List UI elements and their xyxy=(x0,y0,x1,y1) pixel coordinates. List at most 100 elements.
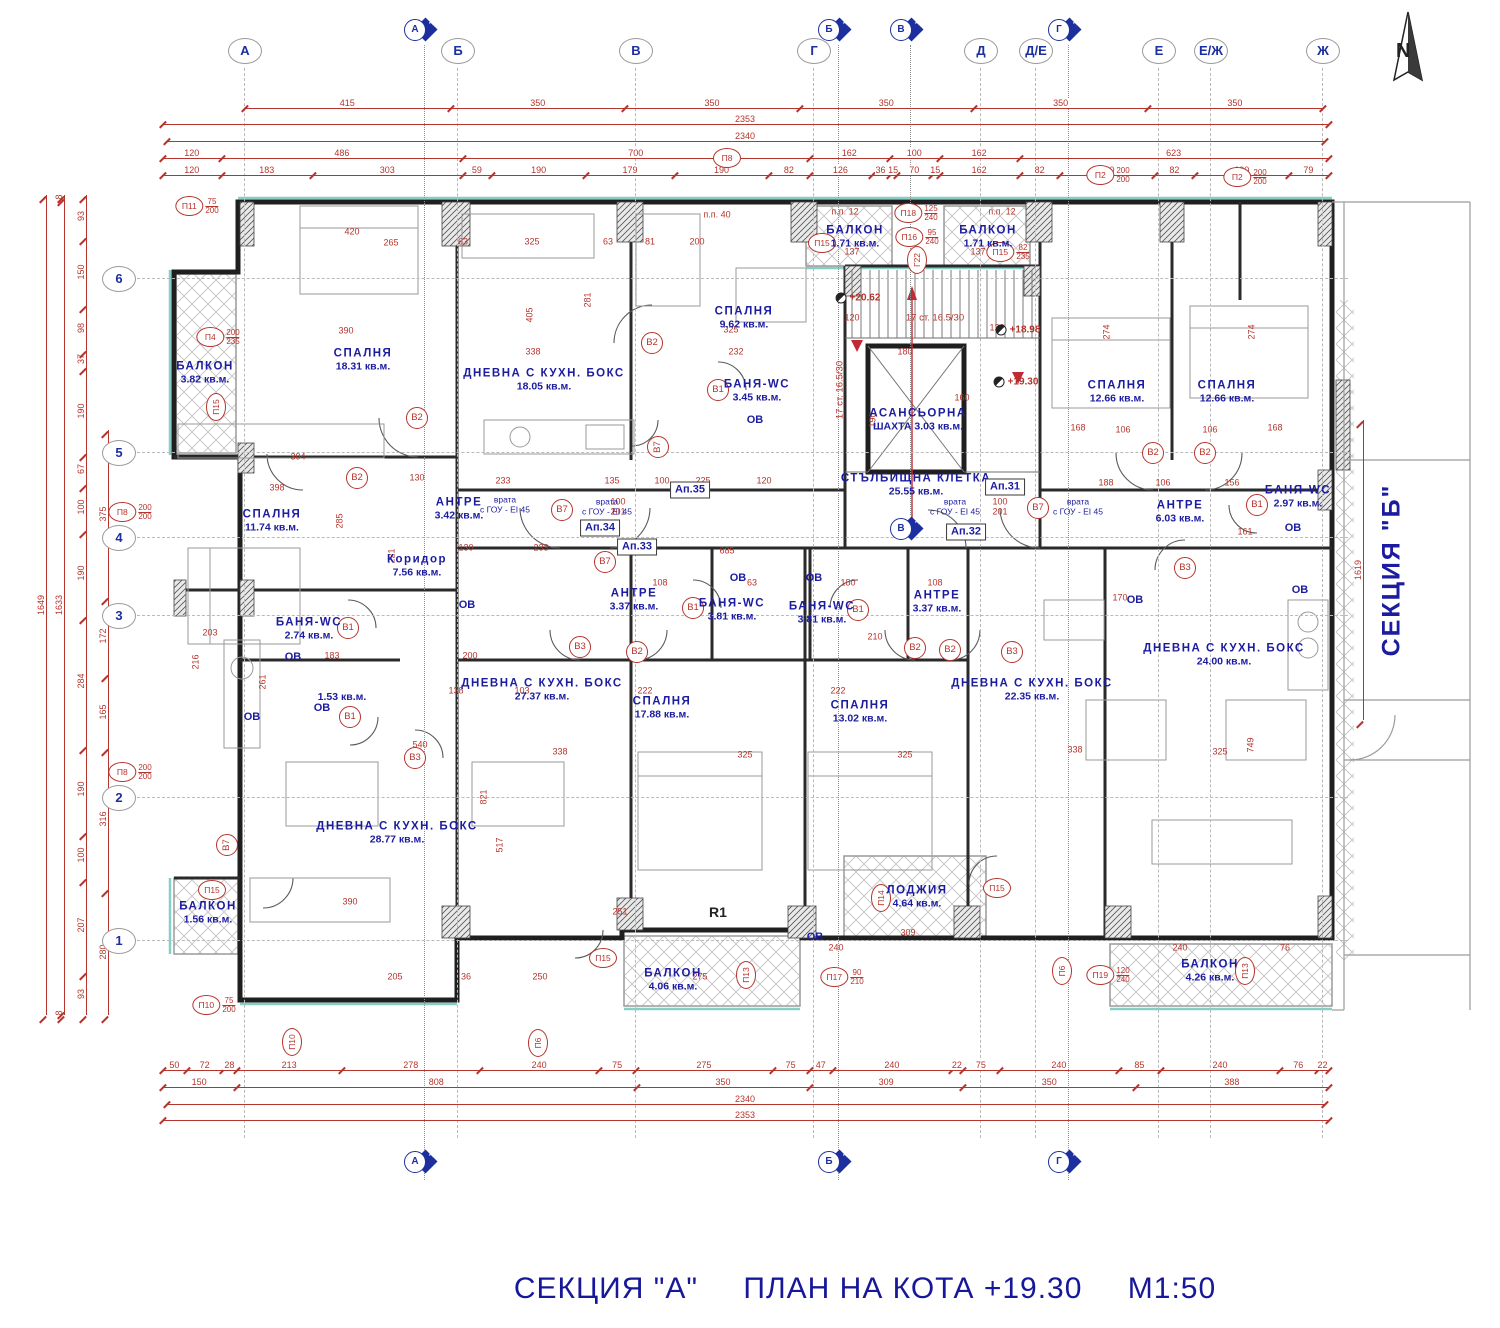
section-marker: Г 16/21 xyxy=(1048,9,1088,44)
dimension-value: 190 xyxy=(76,781,86,797)
window-tag-id: П17 xyxy=(820,967,849,987)
dim-annotation: 222 xyxy=(830,685,846,696)
room-name: АНТРЕ xyxy=(435,496,483,509)
dim-annotation: 325 xyxy=(1212,746,1228,757)
dim-annotation: 108 xyxy=(652,577,668,588)
window-size-value: 200 xyxy=(205,205,219,215)
window-tag-id: П6 xyxy=(528,1029,548,1057)
room-area: 3.42 кв.м. xyxy=(434,509,484,522)
room-area: 4.64 кв.м. xyxy=(892,897,942,910)
elevation-symbol xyxy=(835,292,847,304)
dimension-value: 126 xyxy=(831,165,849,175)
window-tag: П16 95 240 xyxy=(895,227,939,247)
dimension-line xyxy=(46,195,47,1015)
dimension-value: 350 xyxy=(1226,98,1244,108)
window-tag-id: П2 xyxy=(1223,167,1252,187)
grid-line-horizontal xyxy=(132,278,1348,279)
dim-annotation: 210 xyxy=(867,631,883,642)
room-name: АНТРЕ xyxy=(913,589,961,602)
dimension-value: 278 xyxy=(402,1060,420,1070)
window-size-spec: 200 200 xyxy=(1253,168,1267,186)
room-area: 2.74 кв.м. xyxy=(284,629,334,642)
dimension-value: 2340 xyxy=(733,1094,757,1104)
dimension-value: 76 xyxy=(1292,1060,1305,1070)
room-area: 3.82 кв.м. xyxy=(180,373,230,386)
dim-annotation: 261 xyxy=(257,674,268,690)
window-tag: П15 xyxy=(202,393,230,421)
dim-annotation: 106 xyxy=(1202,424,1218,435)
room-area: 1.71 кв.м. xyxy=(830,237,880,250)
section-marker-letter: Б xyxy=(818,1151,840,1173)
room-label: БАЛКОН 4.26 кв.м. xyxy=(1181,959,1239,984)
room-name: БАЛКОН xyxy=(176,360,234,373)
window-tag: П11 75 200 xyxy=(175,196,219,216)
dimension-line xyxy=(162,175,1328,176)
window-size-value: 200 xyxy=(1116,165,1130,175)
dimension-value: 486 xyxy=(333,148,351,158)
dimension-value: 808 xyxy=(427,1077,445,1087)
room-area: 24.00 кв.м. xyxy=(1196,655,1252,668)
dim-annotation: п.п. 12 xyxy=(988,206,1016,217)
dim-annotation: 106 xyxy=(1115,424,1131,435)
room-name: СПАЛНЯ xyxy=(632,695,692,708)
window-tag-id: П19 xyxy=(1086,965,1115,985)
room-area: 12.66 кв.м. xyxy=(1199,392,1255,405)
dim-annotation: 240 xyxy=(1172,942,1188,953)
heating-label: ОВ xyxy=(1291,584,1309,596)
door-tag: В2 xyxy=(939,639,961,661)
room-label: СПАЛНЯ 13.02 кв.м. xyxy=(831,700,890,725)
section-marker-ref: 14/21 xyxy=(428,1140,441,1159)
elevation-value: +20.62 xyxy=(849,292,881,304)
fire-door-note-line: врата xyxy=(1066,496,1090,507)
heating-label: ОВ xyxy=(458,599,476,611)
section-marker-letter: В xyxy=(890,19,912,41)
elevation-symbol xyxy=(993,376,1005,388)
dim-annotation: 63 xyxy=(746,577,758,588)
dimension-value: 75 xyxy=(974,1060,987,1070)
window-tag: П15 xyxy=(983,878,1011,898)
room-area: 17.88 кв.м. xyxy=(634,708,690,721)
window-tag-id: Г22 xyxy=(907,246,927,274)
axis-bubble-left: 2 xyxy=(102,785,136,811)
grid-line-vertical xyxy=(457,68,458,1138)
dimension-value: 82 xyxy=(1168,165,1181,175)
dimension-value: 375 xyxy=(98,506,108,522)
dim-annotation: 168 xyxy=(1267,422,1283,433)
door-tag: В3 xyxy=(1001,641,1023,663)
room-area: 18.31 кв.м. xyxy=(335,360,391,373)
dim-annotation: 338 xyxy=(552,746,568,757)
dimension-value: 59 xyxy=(470,165,483,175)
dimension-value: 190 xyxy=(530,165,548,175)
dim-annotation: 130 xyxy=(409,472,425,483)
section-marker-letter: В xyxy=(890,518,912,540)
section-marker: А 14/21 xyxy=(404,1141,444,1176)
door-tag: В7 xyxy=(551,499,573,521)
dim-annotation: 232 xyxy=(728,346,744,357)
window-size-value: 95 xyxy=(927,227,937,237)
dimension-value: 240 xyxy=(883,1060,901,1070)
section-b-partial xyxy=(1332,201,1471,1011)
room-label: АНТРЕ 3.37 кв.м. xyxy=(610,588,659,613)
wall-piers xyxy=(173,201,1351,939)
dim-annotation: 420 xyxy=(344,226,360,237)
dim-annotation: 200 xyxy=(689,236,705,247)
window-tag-id: П2 xyxy=(1086,165,1115,185)
dim-annotation: 304 xyxy=(290,451,306,462)
window-size-spec: 95 240 xyxy=(925,227,939,246)
dimension-value: 82 xyxy=(782,165,795,175)
apartment-tag: Ап.35 xyxy=(670,481,710,499)
room-label: ДНЕВНА С КУХН. БОКС 24.00 кв.м. xyxy=(1143,643,1305,668)
dimension-line xyxy=(162,1070,1328,1071)
room-name: СПАЛНЯ xyxy=(830,699,890,712)
section-marker-ref: 16/21 xyxy=(1072,8,1085,27)
dim-annotation: 103 xyxy=(514,685,530,696)
grid-line-horizontal xyxy=(132,797,1348,798)
dim-annotation: 405 xyxy=(524,307,535,323)
section-marker: Б 15/21 xyxy=(818,9,858,44)
section-b-label: СЕКЦИЯ "Б" xyxy=(1377,483,1406,657)
section-marker: В 16/21 xyxy=(890,9,930,44)
room-name: БАЛКОН xyxy=(959,224,1017,237)
room-area: 28.77 кв.м. xyxy=(369,833,425,846)
dimension-value: 350 xyxy=(529,98,547,108)
